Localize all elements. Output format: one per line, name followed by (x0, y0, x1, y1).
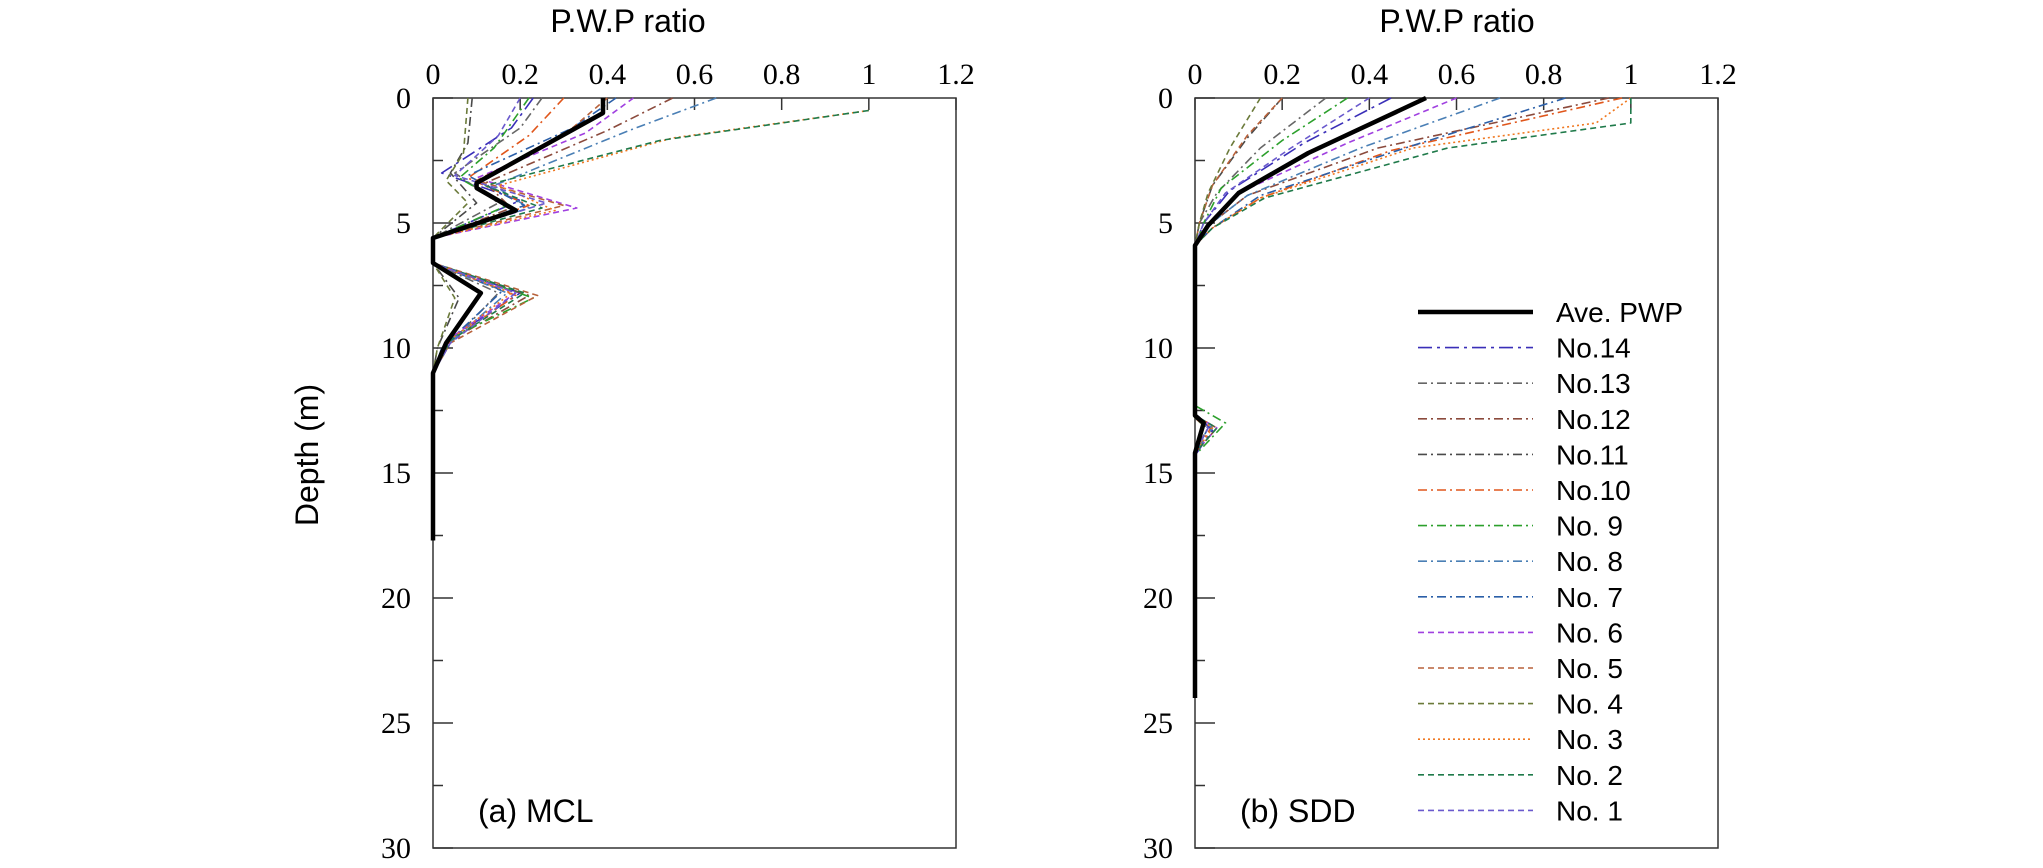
y-tick-label: 10 (381, 332, 411, 365)
series-line-no-8 (432, 97, 717, 541)
panel-b-label: (b) SDD (1240, 793, 1356, 829)
legend-label-no-13: No.13 (1556, 368, 1631, 399)
legend-label-no-7: No. 7 (1556, 582, 1623, 613)
series-line-no-11 (432, 97, 478, 541)
x-tick-label: 0.2 (501, 58, 539, 91)
series-line-ave-pwp (430, 98, 606, 541)
legend-label-no-9: No. 9 (1556, 511, 1623, 542)
y-tick-label: 0 (396, 82, 411, 115)
y-tick-label: 20 (1143, 582, 1173, 615)
x-tick-label: 0.4 (1351, 58, 1389, 91)
legend-label-ave-pwp: Ave. PWP (1556, 297, 1683, 328)
legend-label-no-5: No. 5 (1556, 653, 1623, 684)
y-tick-label: 15 (1143, 457, 1173, 490)
legend-label-no-4: No. 4 (1556, 689, 1623, 720)
panel-b-x-ticks: 0 0.2 0.4 0.6 0.8 1 1.2 (1188, 58, 1737, 110)
x-tick-label: 1 (1623, 58, 1638, 91)
x-tick-label: 0.8 (1525, 58, 1563, 91)
series-line-no-8 (1194, 97, 1501, 698)
y-tick-label: 0 (1158, 82, 1173, 115)
y-tick-label: 15 (381, 457, 411, 490)
legend-label-no-11: No.11 (1556, 439, 1629, 470)
legend: Ave. PWP No.14 No.13 No.12 No.11 No.10 No. 9 No… (1418, 297, 1683, 826)
legend-label-no-3: No. 3 (1556, 724, 1623, 755)
x-tick-label: 0.4 (589, 58, 627, 91)
x-tick-label: 0.2 (1263, 58, 1301, 91)
y-tick-label: 20 (381, 582, 411, 615)
series-line-no-3 (1194, 97, 1632, 698)
legend-label-no-6: No. 6 (1556, 617, 1623, 648)
series-line-no-2 (432, 109, 869, 541)
series-line-no-2 (1194, 98, 1632, 698)
series-line-no-11 (1194, 97, 1283, 698)
x-tick-label: 1.2 (1699, 58, 1737, 91)
y-tick-label: 30 (1143, 832, 1173, 865)
panel-a-x-axis-title: P.W.P ratio (550, 3, 705, 39)
series-line-no-5 (1194, 97, 1283, 698)
series-line-no-12 (1194, 97, 1610, 698)
y-tick-label: 5 (1158, 207, 1173, 240)
panel-b-x-axis-title: P.W.P ratio (1379, 3, 1534, 39)
x-tick-label: 1 (861, 58, 876, 91)
y-tick-label: 30 (381, 832, 411, 865)
series-line-no-9 (1194, 97, 1348, 698)
panel-a-y-ticks: 0 5 10 15 20 25 30 (381, 82, 453, 865)
legend-label-no-14: No.14 (1556, 333, 1631, 364)
series-line-no-13 (1194, 97, 1327, 698)
x-tick-label: 0.6 (1438, 58, 1476, 91)
y-tick-label: 5 (396, 207, 411, 240)
y-tick-label: 25 (1143, 707, 1173, 740)
panel-b: P.W.P ratio 0 0.2 0.4 0.6 0.8 1 1.2 0 5 10 15 20 25… (1143, 3, 1737, 865)
series-line-no-14 (1194, 97, 1392, 698)
panel-b-frame (1194, 97, 1719, 849)
panel-b-y-ticks: 0 5 10 15 20 25 30 (1143, 82, 1215, 865)
legend-label-no-8: No. 8 (1556, 546, 1623, 577)
series-line-no-1 (432, 97, 548, 541)
y-tick-label: 25 (381, 707, 411, 740)
x-tick-label: 0.8 (763, 58, 801, 91)
series-line-no-13 (432, 97, 543, 541)
x-tick-label: 1.2 (937, 58, 975, 91)
panel-a: P.W.P ratio Depth (m) 0 0.2 0.4 0.6 0.8 1 1.2 … (289, 3, 975, 865)
panel-b-series (1192, 95, 1632, 698)
series-line-no-12 (432, 97, 674, 541)
y-tick-label: 10 (1143, 332, 1173, 365)
legend-label-no-10: No.10 (1556, 475, 1631, 506)
series-line-no-5 (432, 97, 608, 541)
panel-a-y-axis-title: Depth (m) (289, 384, 325, 526)
legend-label-no-1: No. 1 (1556, 795, 1623, 826)
x-tick-label: 0 (426, 58, 441, 91)
series-line-no-3 (432, 109, 869, 541)
panel-a-x-ticks: 0 0.2 0.4 0.6 0.8 1 1.2 (426, 58, 975, 110)
legend-label-no-12: No.12 (1556, 404, 1631, 435)
series-line-ave-pwp (1192, 95, 1427, 698)
x-tick-label: 0 (1188, 58, 1203, 91)
x-tick-label: 0.6 (676, 58, 714, 91)
panel-a-label: (a) MCL (478, 793, 594, 829)
panel-a-series (430, 97, 869, 541)
legend-label-no-2: No. 2 (1556, 760, 1623, 791)
